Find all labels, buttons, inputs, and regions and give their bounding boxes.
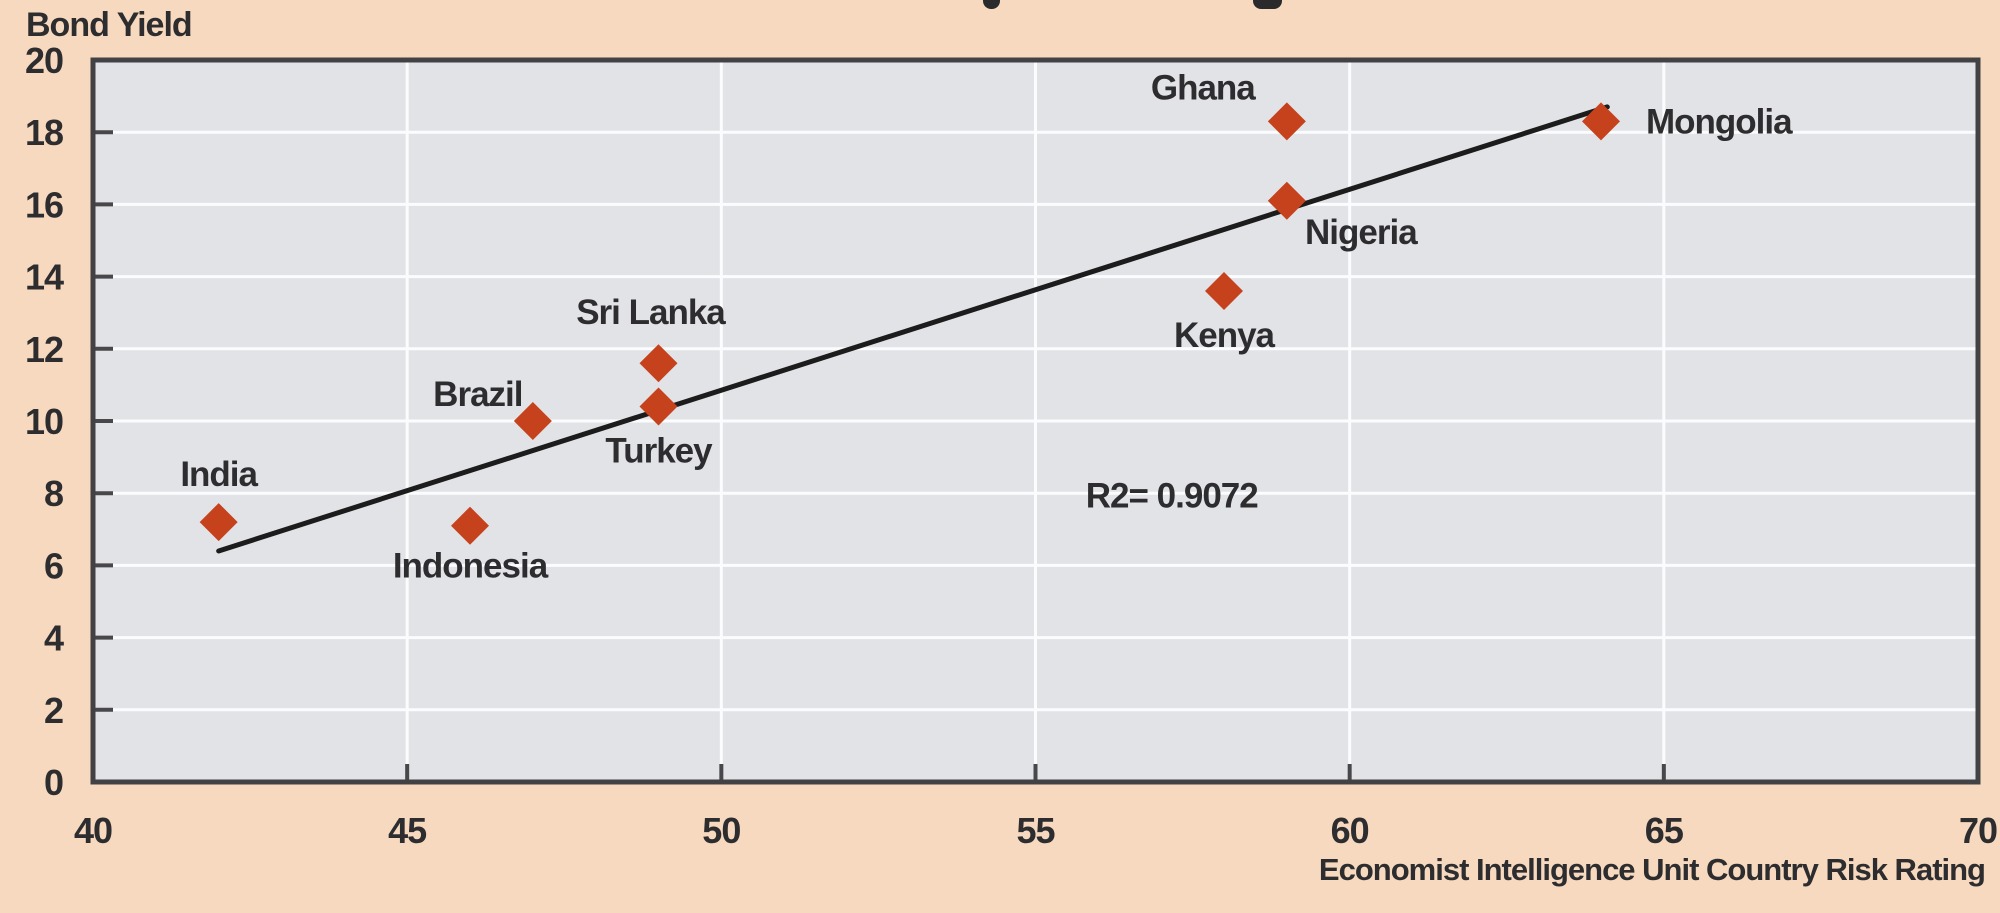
- x-axis-title: Economist Intelligence Unit Country Risk…: [1318, 852, 1986, 887]
- x-tick-label-40: 40: [74, 810, 112, 851]
- point-label-indonesia: Indonesia: [393, 547, 549, 586]
- data-point-indonesia: [451, 506, 489, 545]
- y-tick-label-2: 2: [44, 690, 63, 731]
- data-point-nigeria: [1267, 181, 1306, 220]
- point-label-sri-lanka: Sri Lanka: [576, 293, 726, 332]
- y-tick-label-6: 6: [44, 545, 63, 586]
- y-tick-label-18: 18: [25, 112, 63, 153]
- x-tick-label-45: 45: [388, 810, 427, 851]
- point-label-mongolia: Mongolia: [1646, 102, 1793, 141]
- data-point-turkey: [639, 387, 678, 426]
- cropped-title-descender-mark-2: [1253, 0, 1282, 9]
- data-point-mongolia: [1582, 102, 1620, 141]
- point-label-turkey: Turkey: [605, 432, 713, 471]
- plot-border: [90, 57, 1981, 785]
- data-point-kenya: [1205, 272, 1243, 311]
- x-tick-label-55: 55: [1016, 810, 1055, 851]
- y-tick-label-16: 16: [25, 184, 63, 225]
- data-point-brazil: [513, 402, 552, 440]
- point-label-kenya: Kenya: [1174, 316, 1276, 355]
- y-tick-label-14: 14: [25, 257, 64, 298]
- data-point-ghana: [1267, 102, 1306, 141]
- y-tick-label-8: 8: [44, 473, 63, 514]
- y-tick-label-0: 0: [44, 762, 63, 803]
- r2-annotation: R2= 0.9072: [1086, 477, 1258, 516]
- x-tick-label-50: 50: [702, 810, 740, 851]
- y-tick-label-12: 12: [25, 329, 63, 370]
- trend-line: [216, 104, 1610, 554]
- y-tick-label-20: 20: [25, 40, 63, 81]
- x-tick-label-60: 60: [1331, 810, 1369, 851]
- data-point-sri-lanka: [639, 344, 678, 383]
- y-tick-label-4: 4: [44, 618, 64, 659]
- y-axis-title: Bond Yield: [26, 6, 193, 44]
- x-tick-label-65: 65: [1645, 810, 1684, 851]
- point-label-nigeria: Nigeria: [1305, 213, 1418, 252]
- point-label-brazil: Brazil: [433, 375, 522, 414]
- point-label-india: India: [180, 455, 258, 494]
- cropped-title-descender-mark-1: [983, 0, 1000, 9]
- x-tick-label-70: 70: [1959, 810, 1997, 851]
- point-label-ghana: Ghana: [1151, 68, 1256, 107]
- data-point-india: [199, 503, 238, 542]
- y-tick-label-10: 10: [25, 401, 63, 442]
